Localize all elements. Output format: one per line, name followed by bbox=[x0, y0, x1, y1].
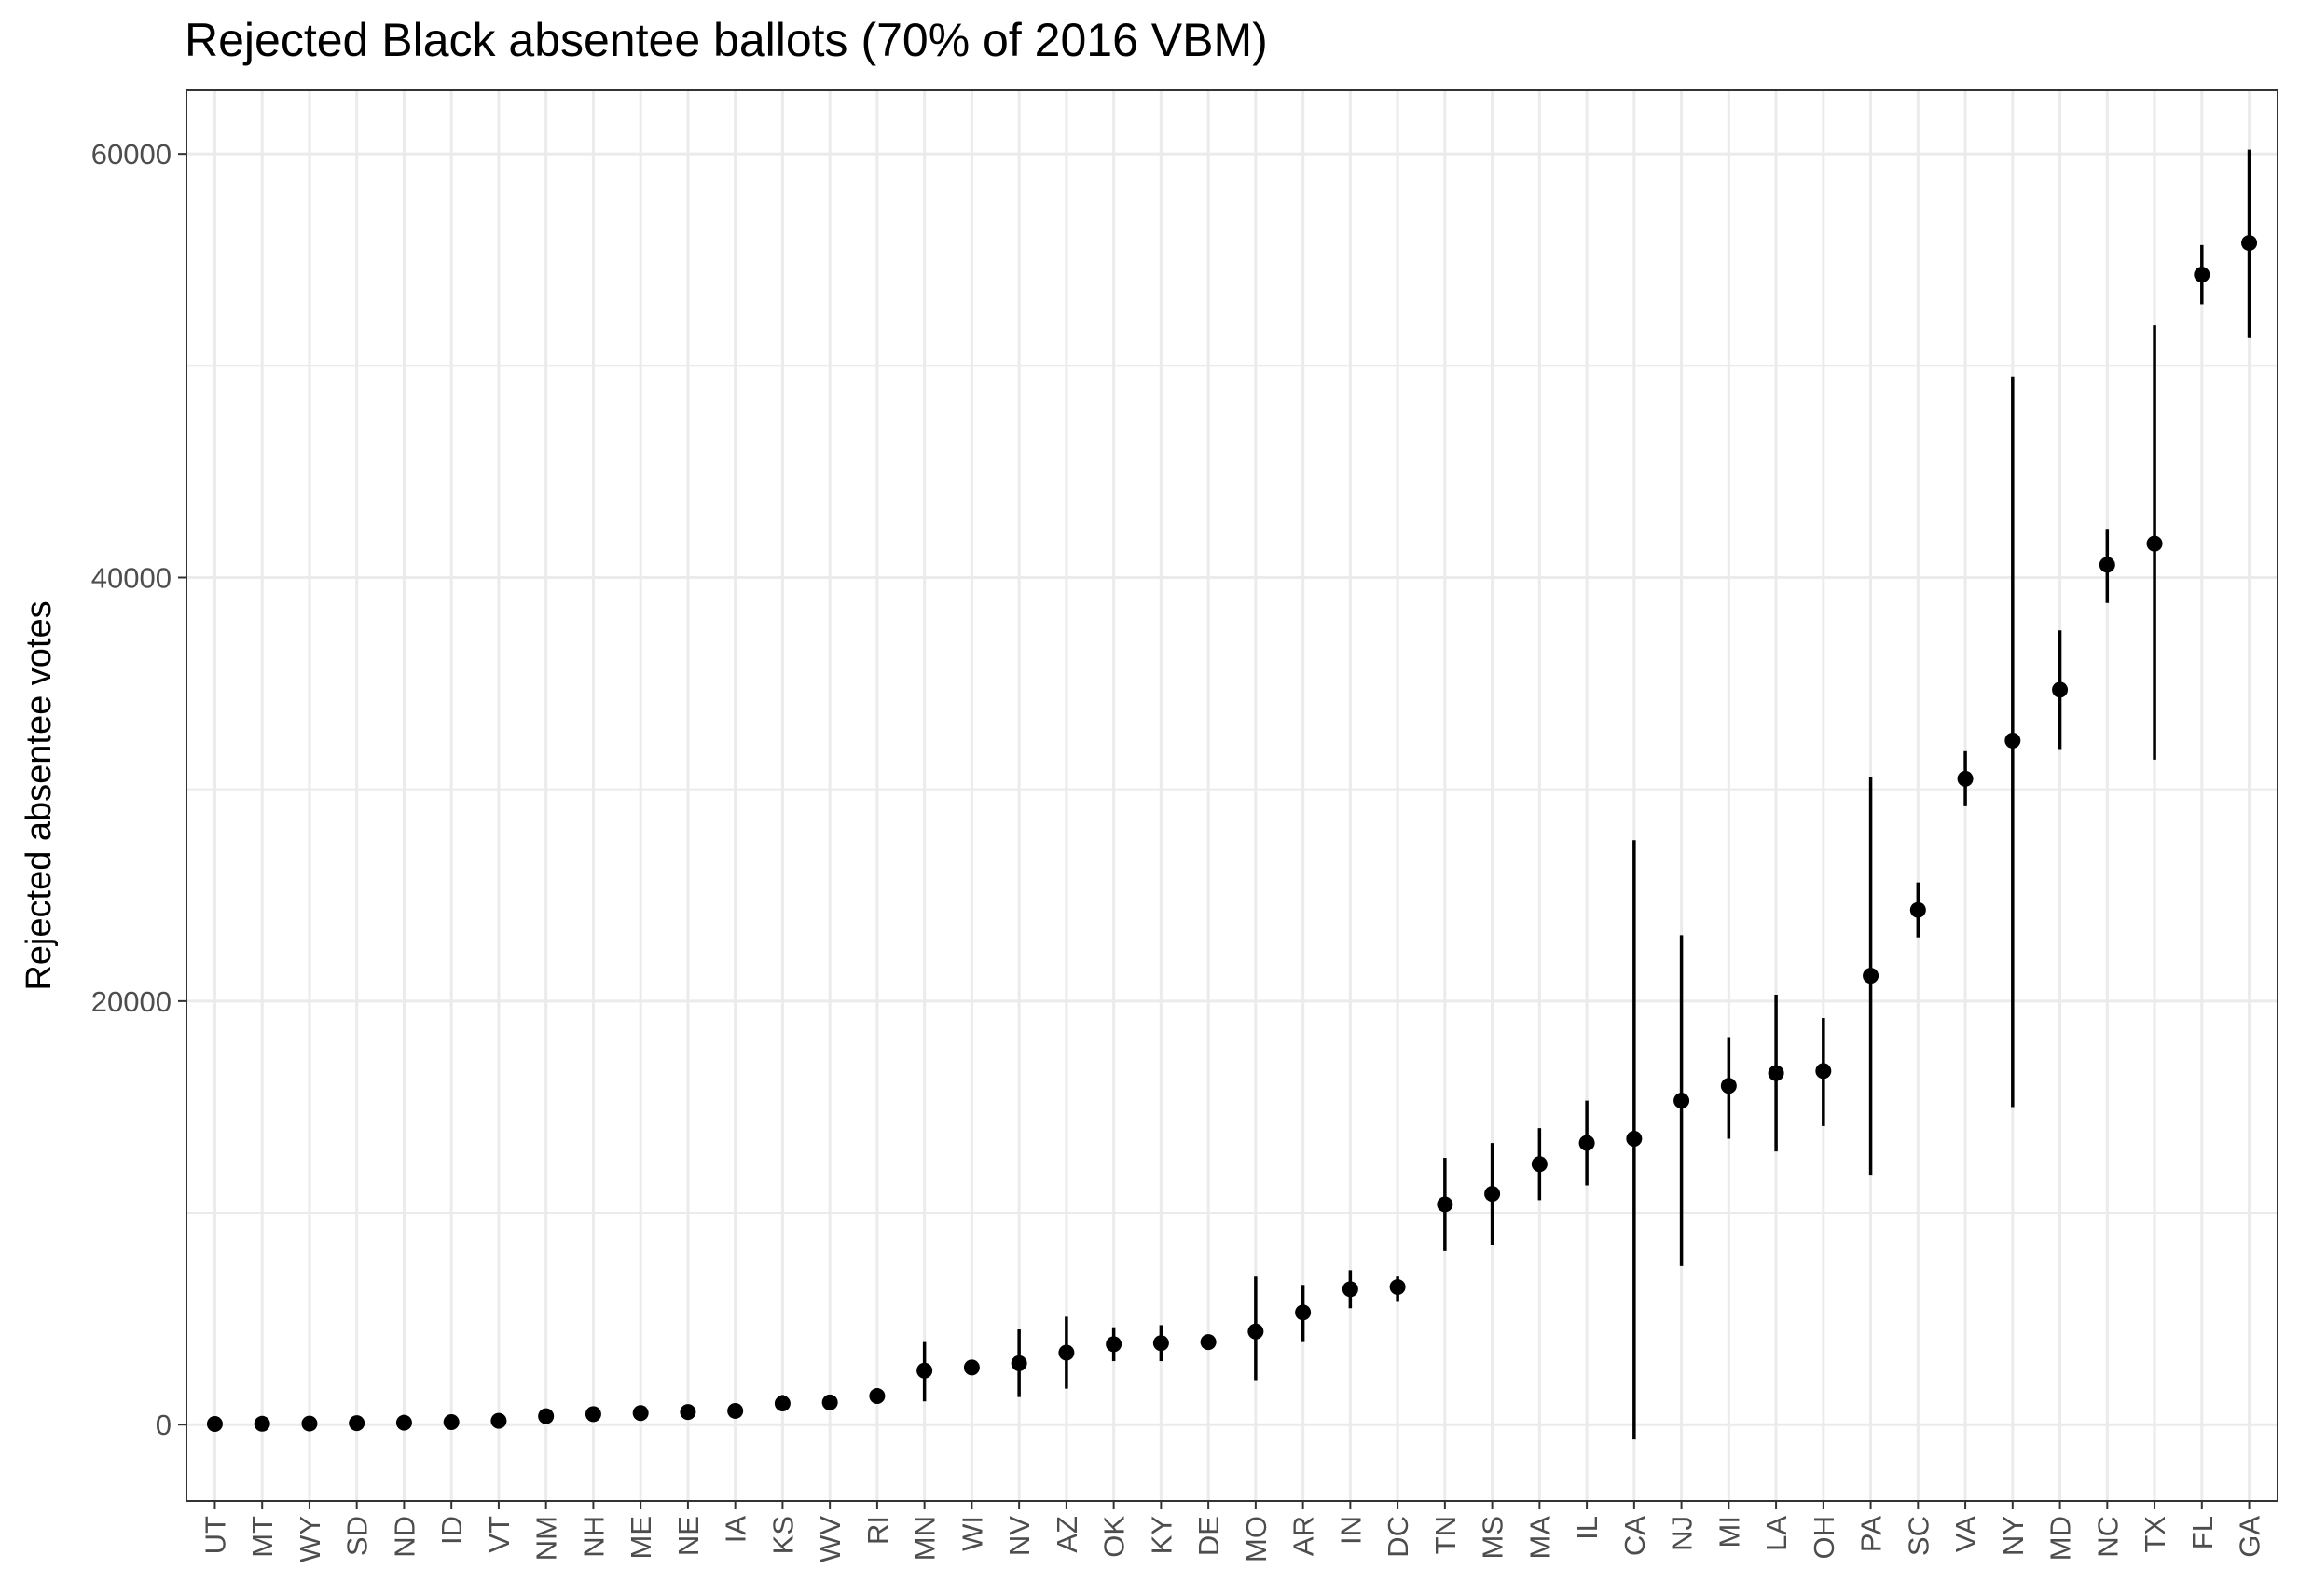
data-point-vt bbox=[490, 1412, 507, 1429]
data-point-nh bbox=[585, 1406, 601, 1423]
data-point-ne bbox=[680, 1404, 696, 1421]
data-point-wi bbox=[963, 1359, 980, 1376]
data-point-mn bbox=[916, 1362, 933, 1379]
data-point-de bbox=[1200, 1334, 1217, 1351]
data-point-nd bbox=[395, 1414, 412, 1431]
data-point-ar bbox=[1295, 1304, 1312, 1321]
x-tick-label-wy: WY bbox=[294, 1516, 326, 1562]
y-tick-label: 20000 bbox=[91, 985, 172, 1018]
data-point-pa bbox=[1863, 968, 1879, 984]
plot-panel bbox=[186, 90, 2278, 1501]
data-point-ms bbox=[1484, 1186, 1501, 1203]
data-point-tx bbox=[2146, 535, 2163, 552]
x-tick-label-tx: TX bbox=[2139, 1516, 2171, 1553]
x-tick-label-mi: MI bbox=[1713, 1516, 1745, 1548]
x-tick-label-il: IL bbox=[1571, 1516, 1604, 1540]
data-point-az bbox=[1058, 1344, 1075, 1361]
y-tick-label: 40000 bbox=[91, 562, 172, 595]
y-axis-title: Rejected absentee votes bbox=[20, 600, 59, 990]
x-tick-label-nm: NM bbox=[530, 1516, 563, 1561]
x-tick-label-ri: RI bbox=[861, 1516, 894, 1545]
x-tick-label-sc: SC bbox=[1902, 1516, 1934, 1556]
x-tick-label-vt: VT bbox=[483, 1516, 516, 1553]
chart-title: Rejected Black absentee ballots (70% of … bbox=[185, 14, 1268, 66]
data-point-ny bbox=[2004, 732, 2021, 749]
x-tick-label-ne: NE bbox=[672, 1516, 705, 1556]
x-tick-label-me: ME bbox=[625, 1516, 657, 1560]
x-tick-label-nj: NJ bbox=[1666, 1516, 1699, 1551]
x-tick-label-pa: PA bbox=[1855, 1516, 1888, 1552]
data-point-ut bbox=[206, 1416, 223, 1433]
data-point-sc bbox=[1909, 901, 1926, 918]
x-tick-label-ga: GA bbox=[2234, 1516, 2266, 1558]
data-point-nm bbox=[538, 1408, 555, 1424]
data-point-wy bbox=[301, 1415, 318, 1432]
x-tick-label-ut: UT bbox=[199, 1516, 231, 1554]
x-tick-label-mn: MN bbox=[909, 1516, 942, 1561]
data-point-md bbox=[2052, 681, 2069, 698]
x-tick-label-va: VA bbox=[1949, 1516, 1982, 1552]
data-point-mt bbox=[254, 1415, 270, 1432]
data-point-ky bbox=[1152, 1335, 1169, 1352]
data-point-nc bbox=[2099, 557, 2115, 573]
y-tick-label: 0 bbox=[156, 1409, 172, 1441]
panel-border bbox=[186, 89, 2278, 1502]
x-tick-label-ar: AR bbox=[1287, 1516, 1320, 1556]
data-point-ri bbox=[869, 1388, 886, 1405]
x-tick-label-wi: WI bbox=[956, 1516, 988, 1551]
data-point-wv bbox=[821, 1394, 838, 1410]
x-tick-label-ms: MS bbox=[1477, 1516, 1509, 1560]
data-point-dc bbox=[1389, 1279, 1406, 1296]
x-tick-label-fl: FL bbox=[2186, 1516, 2219, 1549]
x-tick-label-nv: NV bbox=[1003, 1516, 1036, 1556]
data-point-ks bbox=[774, 1395, 791, 1411]
x-tick-label-nc: NC bbox=[2091, 1516, 2124, 1558]
data-point-nj bbox=[1673, 1093, 1690, 1109]
x-tick-label-la: LA bbox=[1760, 1516, 1793, 1551]
data-point-id bbox=[443, 1413, 460, 1430]
data-point-me bbox=[632, 1405, 649, 1422]
data-point-sd bbox=[349, 1415, 365, 1432]
x-tick-label-sd: SD bbox=[341, 1516, 374, 1556]
x-tick-label-dc: DC bbox=[1382, 1516, 1414, 1558]
data-point-ca bbox=[1626, 1131, 1643, 1148]
x-tick-label-ks: KS bbox=[766, 1516, 799, 1554]
x-tick-label-ia: IA bbox=[720, 1516, 752, 1544]
x-tick-label-nh: NH bbox=[577, 1516, 610, 1558]
x-tick-label-in: IN bbox=[1334, 1516, 1367, 1545]
x-tick-label-ma: MA bbox=[1523, 1516, 1556, 1560]
data-point-il bbox=[1578, 1135, 1595, 1151]
x-tick-label-id: ID bbox=[435, 1516, 468, 1545]
data-point-va bbox=[1957, 770, 1974, 787]
data-point-ok bbox=[1106, 1336, 1122, 1353]
x-tick-label-ok: OK bbox=[1098, 1516, 1131, 1558]
data-point-nv bbox=[1011, 1355, 1027, 1371]
x-tick-label-oh: OH bbox=[1808, 1516, 1840, 1560]
data-point-ga bbox=[2241, 235, 2258, 252]
x-tick-label-tn: TN bbox=[1429, 1516, 1462, 1554]
y-tick-label: 60000 bbox=[91, 138, 172, 171]
data-point-ia bbox=[727, 1402, 744, 1419]
x-tick-label-nd: ND bbox=[388, 1516, 420, 1558]
x-tick-label-ky: KY bbox=[1145, 1516, 1177, 1554]
data-point-in bbox=[1342, 1281, 1358, 1298]
data-point-mo bbox=[1247, 1323, 1264, 1340]
data-point-fl bbox=[2194, 267, 2210, 283]
x-tick-label-wv: WV bbox=[814, 1516, 847, 1562]
x-tick-label-mt: MT bbox=[246, 1516, 279, 1558]
x-tick-label-md: MD bbox=[2044, 1516, 2077, 1561]
x-tick-label-mo: MO bbox=[1240, 1516, 1273, 1562]
data-point-oh bbox=[1815, 1063, 1832, 1080]
x-tick-label-ca: CA bbox=[1618, 1516, 1651, 1556]
data-point-mi bbox=[1720, 1078, 1737, 1094]
data-point-ma bbox=[1531, 1156, 1548, 1173]
x-tick-label-ny: NY bbox=[1997, 1516, 2030, 1556]
x-tick-label-az: AZ bbox=[1051, 1516, 1083, 1553]
data-point-la bbox=[1768, 1065, 1784, 1081]
data-point-tn bbox=[1437, 1196, 1453, 1213]
x-tick-label-de: DE bbox=[1192, 1516, 1225, 1556]
